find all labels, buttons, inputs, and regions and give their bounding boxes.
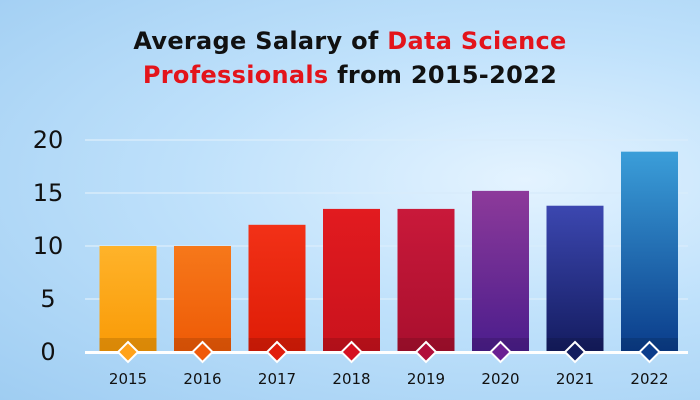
title-text-2b: from 2015-2022: [328, 61, 558, 89]
title-highlight-2: Professionals: [142, 61, 329, 89]
y-tick-label-5: 5: [40, 285, 55, 313]
diamond-marker-2020: [489, 340, 512, 364]
diamond-marker-2022: [638, 340, 661, 364]
baseline: [85, 351, 688, 354]
bar-2017: [248, 224, 306, 352]
x-tick-label-2015: 2015: [109, 370, 147, 388]
title-text-1a: Average Salary of: [133, 27, 388, 55]
x-tick-label-2022: 2022: [630, 370, 668, 388]
diamond-marker-2019: [414, 340, 438, 364]
title-line-2: Professionals from 2015-2022: [0, 58, 700, 92]
x-axis-baseline: [85, 351, 688, 354]
bar-2020: [472, 190, 529, 352]
bar-2015: [99, 246, 157, 352]
y-tick-label-20: 20: [33, 126, 64, 154]
bar-2016: [174, 246, 231, 352]
diamond-marker-2017: [265, 340, 289, 364]
diamond-marker-2016: [191, 340, 214, 364]
diamond-marker-2015: [116, 340, 140, 364]
x-tick-label-2021: 2021: [556, 370, 594, 388]
chart-title: Average Salary of Data Science Professio…: [0, 24, 700, 92]
diamond-marker-2021: [563, 340, 587, 364]
y-tick-label-15: 15: [33, 179, 64, 207]
x-tick-label-2019: 2019: [407, 370, 445, 388]
x-axis-labels: 2015 2016 2017 2018 2019 2020 2021 2022: [109, 370, 669, 388]
title-line-1: Average Salary of Data Science: [0, 24, 700, 58]
x-tick-label-2018: 2018: [332, 370, 370, 388]
y-tick-label-0: 0: [40, 338, 55, 366]
bar-2018: [323, 208, 380, 352]
bar-markers: [116, 340, 661, 364]
x-tick-label-2017: 2017: [258, 370, 296, 388]
title-highlight-1: Data Science: [387, 27, 567, 55]
bar-2021: [546, 205, 604, 352]
x-tick-label-2016: 2016: [183, 370, 221, 388]
bar-2022: [621, 151, 678, 352]
y-tick-label-10: 10: [33, 232, 64, 260]
bar-2019: [397, 208, 455, 352]
x-tick-label-2020: 2020: [481, 370, 519, 388]
bars: [99, 151, 678, 352]
y-axis-ticks: 0 5 10 15 20: [33, 126, 64, 366]
diamond-marker-2018: [340, 340, 363, 364]
